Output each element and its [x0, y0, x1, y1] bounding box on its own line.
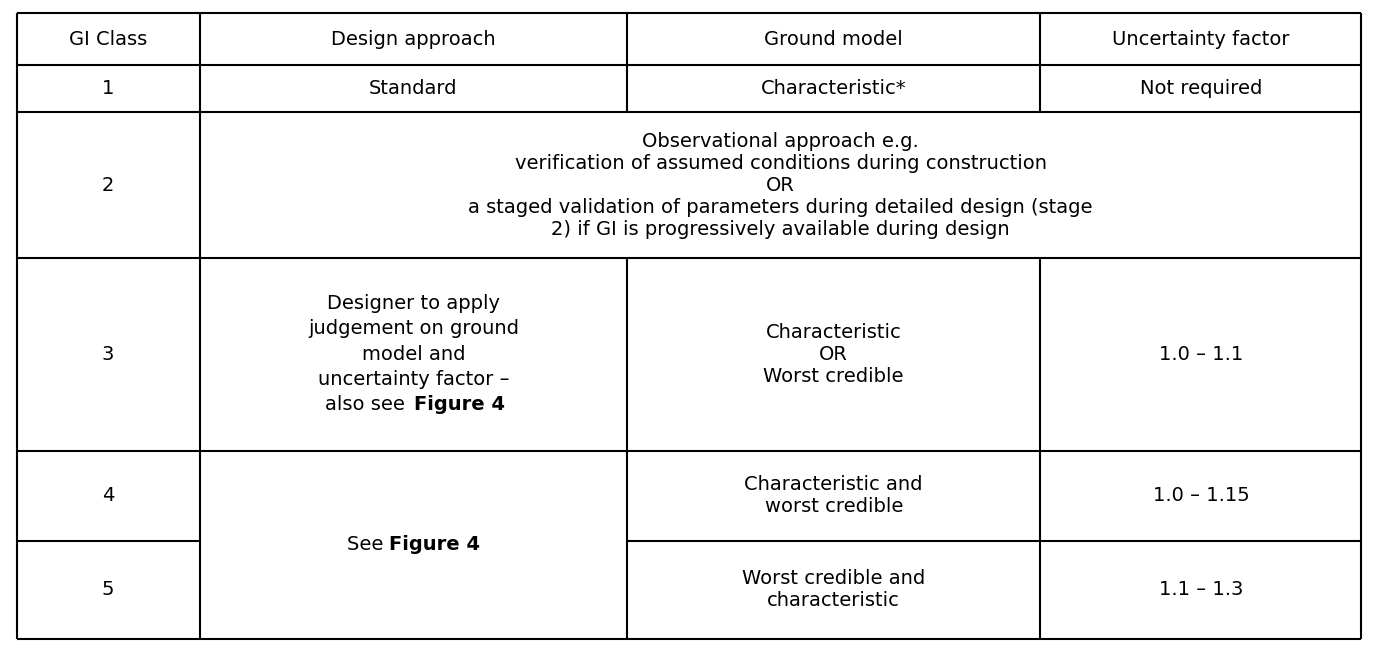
Text: 1: 1 [102, 79, 114, 99]
Text: Figure 4: Figure 4 [415, 395, 506, 414]
Text: Figure 4: Figure 4 [389, 535, 480, 554]
Text: Characteristic
OR
Worst credible: Characteristic OR Worst credible [763, 323, 904, 386]
Text: Designer to apply: Designer to apply [327, 295, 500, 313]
Text: Observational approach e.g.
verification of assumed conditions during constructi: Observational approach e.g. verification… [469, 132, 1093, 238]
Text: Characteristic and
worst credible: Characteristic and worst credible [744, 475, 923, 516]
Text: 1.0 – 1.15: 1.0 – 1.15 [1152, 486, 1250, 505]
Text: Design approach: Design approach [331, 29, 496, 49]
Text: GI Class: GI Class [69, 29, 147, 49]
Text: 1.1 – 1.3: 1.1 – 1.3 [1159, 580, 1243, 599]
Text: 4: 4 [102, 486, 114, 505]
Text: Standard: Standard [369, 79, 457, 99]
Text: uncertainty factor –: uncertainty factor – [318, 370, 508, 389]
Text: Characteristic*: Characteristic* [761, 79, 907, 99]
Text: 3: 3 [102, 345, 114, 364]
Text: 1.0 – 1.1: 1.0 – 1.1 [1159, 345, 1243, 364]
Text: Uncertainty factor: Uncertainty factor [1112, 29, 1290, 49]
Text: 5: 5 [102, 580, 114, 599]
Text: also see: also see [325, 395, 412, 414]
Text: Not required: Not required [1140, 79, 1262, 99]
Text: Worst credible and
characteristic: Worst credible and characteristic [743, 569, 925, 610]
Text: See: See [347, 535, 390, 554]
Text: 2: 2 [102, 176, 114, 195]
Text: Ground model: Ground model [765, 29, 903, 49]
Text: judgement on ground: judgement on ground [307, 319, 520, 338]
Text: model and: model and [361, 345, 466, 364]
